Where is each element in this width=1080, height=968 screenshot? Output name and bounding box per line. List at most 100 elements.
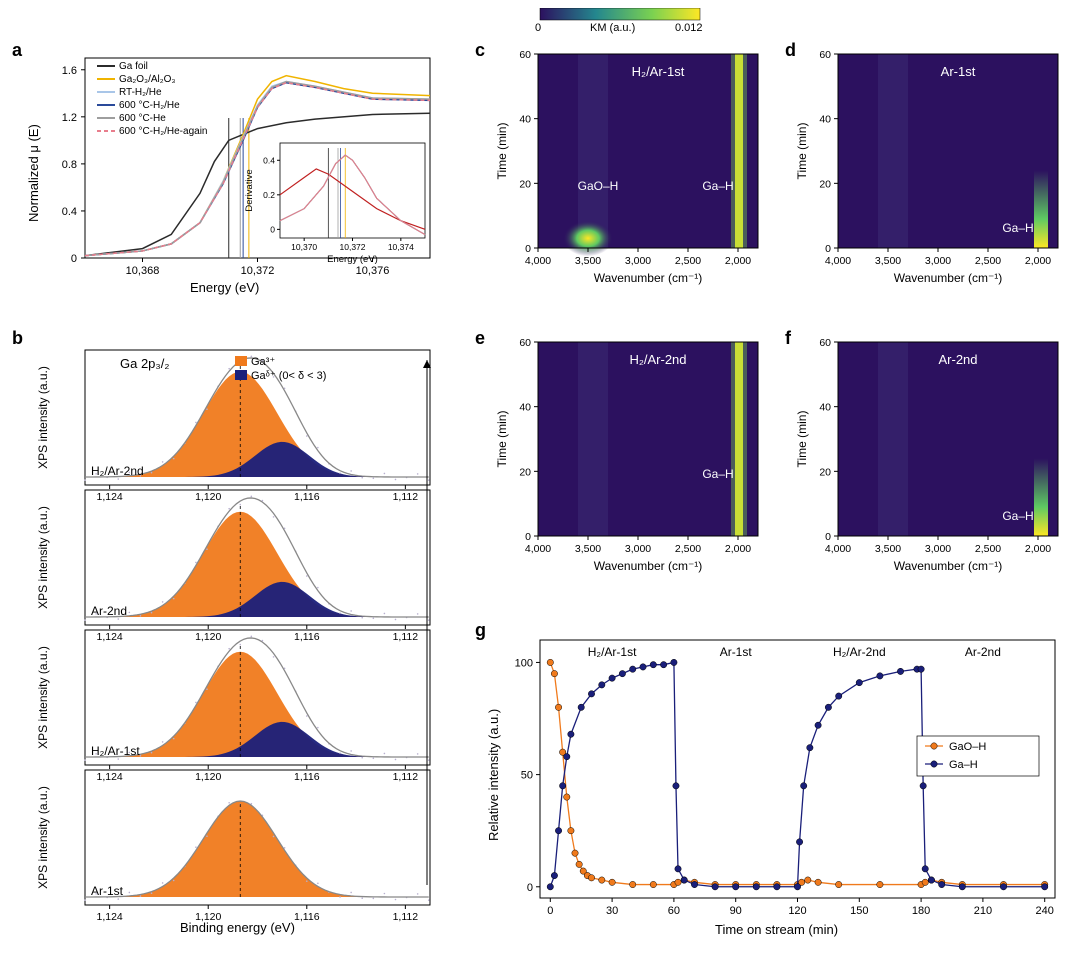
svg-text:0: 0 <box>71 253 77 265</box>
svg-text:Time (min): Time (min) <box>795 123 809 180</box>
svg-text:Ga 2p₃/₂: Ga 2p₃/₂ <box>120 356 169 371</box>
panel-d: 4,0003,5003,0002,5002,0000204060Wavenumb… <box>790 48 1070 306</box>
svg-text:Time (min): Time (min) <box>795 411 809 468</box>
svg-text:3,000: 3,000 <box>925 255 951 267</box>
svg-text:XPS intensity (a.u.): XPS intensity (a.u.) <box>36 506 50 609</box>
svg-text:40: 40 <box>819 402 831 414</box>
svg-text:4,000: 4,000 <box>825 255 851 267</box>
svg-text:Ga–H: Ga–H <box>1002 221 1033 235</box>
svg-text:H₂/Ar-1st: H₂/Ar-1st <box>91 744 140 758</box>
svg-text:1,124: 1,124 <box>97 911 123 923</box>
svg-text:Wavenumber (cm⁻¹): Wavenumber (cm⁻¹) <box>894 271 1003 285</box>
svg-text:0.4: 0.4 <box>62 206 77 218</box>
svg-text:Ga₂O₃/Al₂O₃: Ga₂O₃/Al₂O₃ <box>119 74 175 85</box>
svg-text:Ga–H: Ga–H <box>702 467 733 481</box>
svg-text:4,000: 4,000 <box>825 543 851 555</box>
svg-text:0: 0 <box>525 531 531 543</box>
panel-f: 4,0003,5003,0002,5002,0000204060Wavenumb… <box>790 336 1070 594</box>
svg-text:Gaᵟ⁺ (0< δ < 3): Gaᵟ⁺ (0< δ < 3) <box>251 370 326 382</box>
svg-text:3,000: 3,000 <box>625 255 651 267</box>
svg-text:240: 240 <box>1036 905 1054 917</box>
svg-text:GaO–H: GaO–H <box>949 741 986 753</box>
svg-text:10,374: 10,374 <box>388 242 414 252</box>
svg-text:40: 40 <box>519 402 531 414</box>
svg-text:1,120: 1,120 <box>195 771 221 783</box>
svg-text:60: 60 <box>819 337 831 349</box>
svg-text:600 °C-H₂/He-again: 600 °C-H₂/He-again <box>119 126 207 137</box>
svg-text:Ar-2nd: Ar-2nd <box>91 604 127 618</box>
svg-text:40: 40 <box>819 114 831 126</box>
panel-e: 4,0003,5003,0002,5002,0000204060Wavenumb… <box>490 336 770 594</box>
svg-text:2,500: 2,500 <box>675 255 701 267</box>
svg-text:Time (min): Time (min) <box>495 123 509 180</box>
svg-text:30: 30 <box>606 905 618 917</box>
svg-text:Wavenumber (cm⁻¹): Wavenumber (cm⁻¹) <box>594 271 703 285</box>
panel-g: 0306090120150180210240050100H₂/Ar-1stAr-… <box>490 630 1065 940</box>
svg-text:3,500: 3,500 <box>575 543 601 555</box>
svg-text:20: 20 <box>519 178 531 190</box>
svg-text:XPS intensity (a.u.): XPS intensity (a.u.) <box>36 786 50 889</box>
svg-text:120: 120 <box>788 905 806 917</box>
svg-text:XPS intensity (a.u.): XPS intensity (a.u.) <box>36 646 50 749</box>
svg-text:H₂/Ar-1st: H₂/Ar-1st <box>588 645 637 659</box>
label-c: c <box>475 40 485 61</box>
svg-text:2,000: 2,000 <box>725 255 751 267</box>
svg-text:Ar-2nd: Ar-2nd <box>965 645 1001 659</box>
svg-text:Ga³⁺: Ga³⁺ <box>251 356 275 368</box>
a-xlabel: Energy (eV) <box>190 280 259 295</box>
svg-text:3,000: 3,000 <box>625 543 651 555</box>
svg-text:2,000: 2,000 <box>1025 255 1051 267</box>
svg-text:1,116: 1,116 <box>294 631 320 643</box>
svg-text:1,116: 1,116 <box>294 491 320 503</box>
svg-text:0: 0 <box>527 882 533 894</box>
svg-text:10,368: 10,368 <box>126 265 160 277</box>
svg-text:10,372: 10,372 <box>241 265 275 277</box>
panel-b: 1,124 1,120 1,116 1,112 XPS intensity (a.u.)… <box>30 340 440 940</box>
svg-text:RT-H₂/He: RT-H₂/He <box>119 87 162 98</box>
colorbar: 0 0.012 KM (a.u.) <box>520 8 720 42</box>
svg-text:Ga foil: Ga foil <box>119 61 148 72</box>
svg-text:XPS intensity (a.u.): XPS intensity (a.u.) <box>36 366 50 469</box>
svg-text:1,112: 1,112 <box>393 491 419 503</box>
svg-text:GaO–H: GaO–H <box>578 179 619 193</box>
svg-text:0: 0 <box>825 531 831 543</box>
svg-text:0: 0 <box>525 243 531 255</box>
svg-text:1,124: 1,124 <box>97 771 123 783</box>
svg-text:1,112: 1,112 <box>393 911 419 923</box>
panel-c: 4,0003,5003,0002,5002,0000204060Wavenumb… <box>490 48 770 306</box>
svg-text:0: 0 <box>547 905 553 917</box>
svg-text:10,372: 10,372 <box>340 242 366 252</box>
a-ylabel: Normalized μ (E) <box>26 108 41 238</box>
svg-text:10,370: 10,370 <box>291 242 317 252</box>
svg-text:180: 180 <box>912 905 930 917</box>
svg-text:Time (min): Time (min) <box>495 411 509 468</box>
svg-text:150: 150 <box>850 905 868 917</box>
cbar-label: KM (a.u.) <box>590 22 635 34</box>
svg-text:3,000: 3,000 <box>925 543 951 555</box>
label-g: g <box>475 620 486 641</box>
svg-text:4,000: 4,000 <box>525 255 551 267</box>
svg-text:1,116: 1,116 <box>294 771 320 783</box>
svg-text:20: 20 <box>519 466 531 478</box>
svg-text:H₂/Ar-2nd: H₂/Ar-2nd <box>91 464 144 478</box>
svg-text:4,000: 4,000 <box>525 543 551 555</box>
svg-text:100: 100 <box>515 657 533 669</box>
svg-text:Ga–H: Ga–H <box>702 179 733 193</box>
panel-a: 00.40.81.21.610,36810,37210,376Ga foilGa… <box>30 48 440 298</box>
svg-text:1,120: 1,120 <box>195 491 221 503</box>
svg-text:0.2: 0.2 <box>263 190 275 200</box>
svg-text:3,500: 3,500 <box>875 543 901 555</box>
svg-text:H₂/Ar-2nd: H₂/Ar-2nd <box>833 645 886 659</box>
g-xlabel: Time on stream (min) <box>715 922 838 937</box>
svg-text:210: 210 <box>974 905 992 917</box>
svg-text:1,116: 1,116 <box>294 911 320 923</box>
svg-text:H₂/Ar-2nd: H₂/Ar-2nd <box>629 352 686 367</box>
svg-text:Derivative: Derivative <box>244 169 255 211</box>
svg-text:60: 60 <box>519 49 531 61</box>
svg-text:1.6: 1.6 <box>62 65 77 77</box>
svg-text:2,000: 2,000 <box>1025 543 1051 555</box>
svg-text:10,376: 10,376 <box>356 265 390 277</box>
svg-text:40: 40 <box>519 114 531 126</box>
svg-text:2,500: 2,500 <box>975 255 1001 267</box>
svg-text:2,500: 2,500 <box>675 543 701 555</box>
